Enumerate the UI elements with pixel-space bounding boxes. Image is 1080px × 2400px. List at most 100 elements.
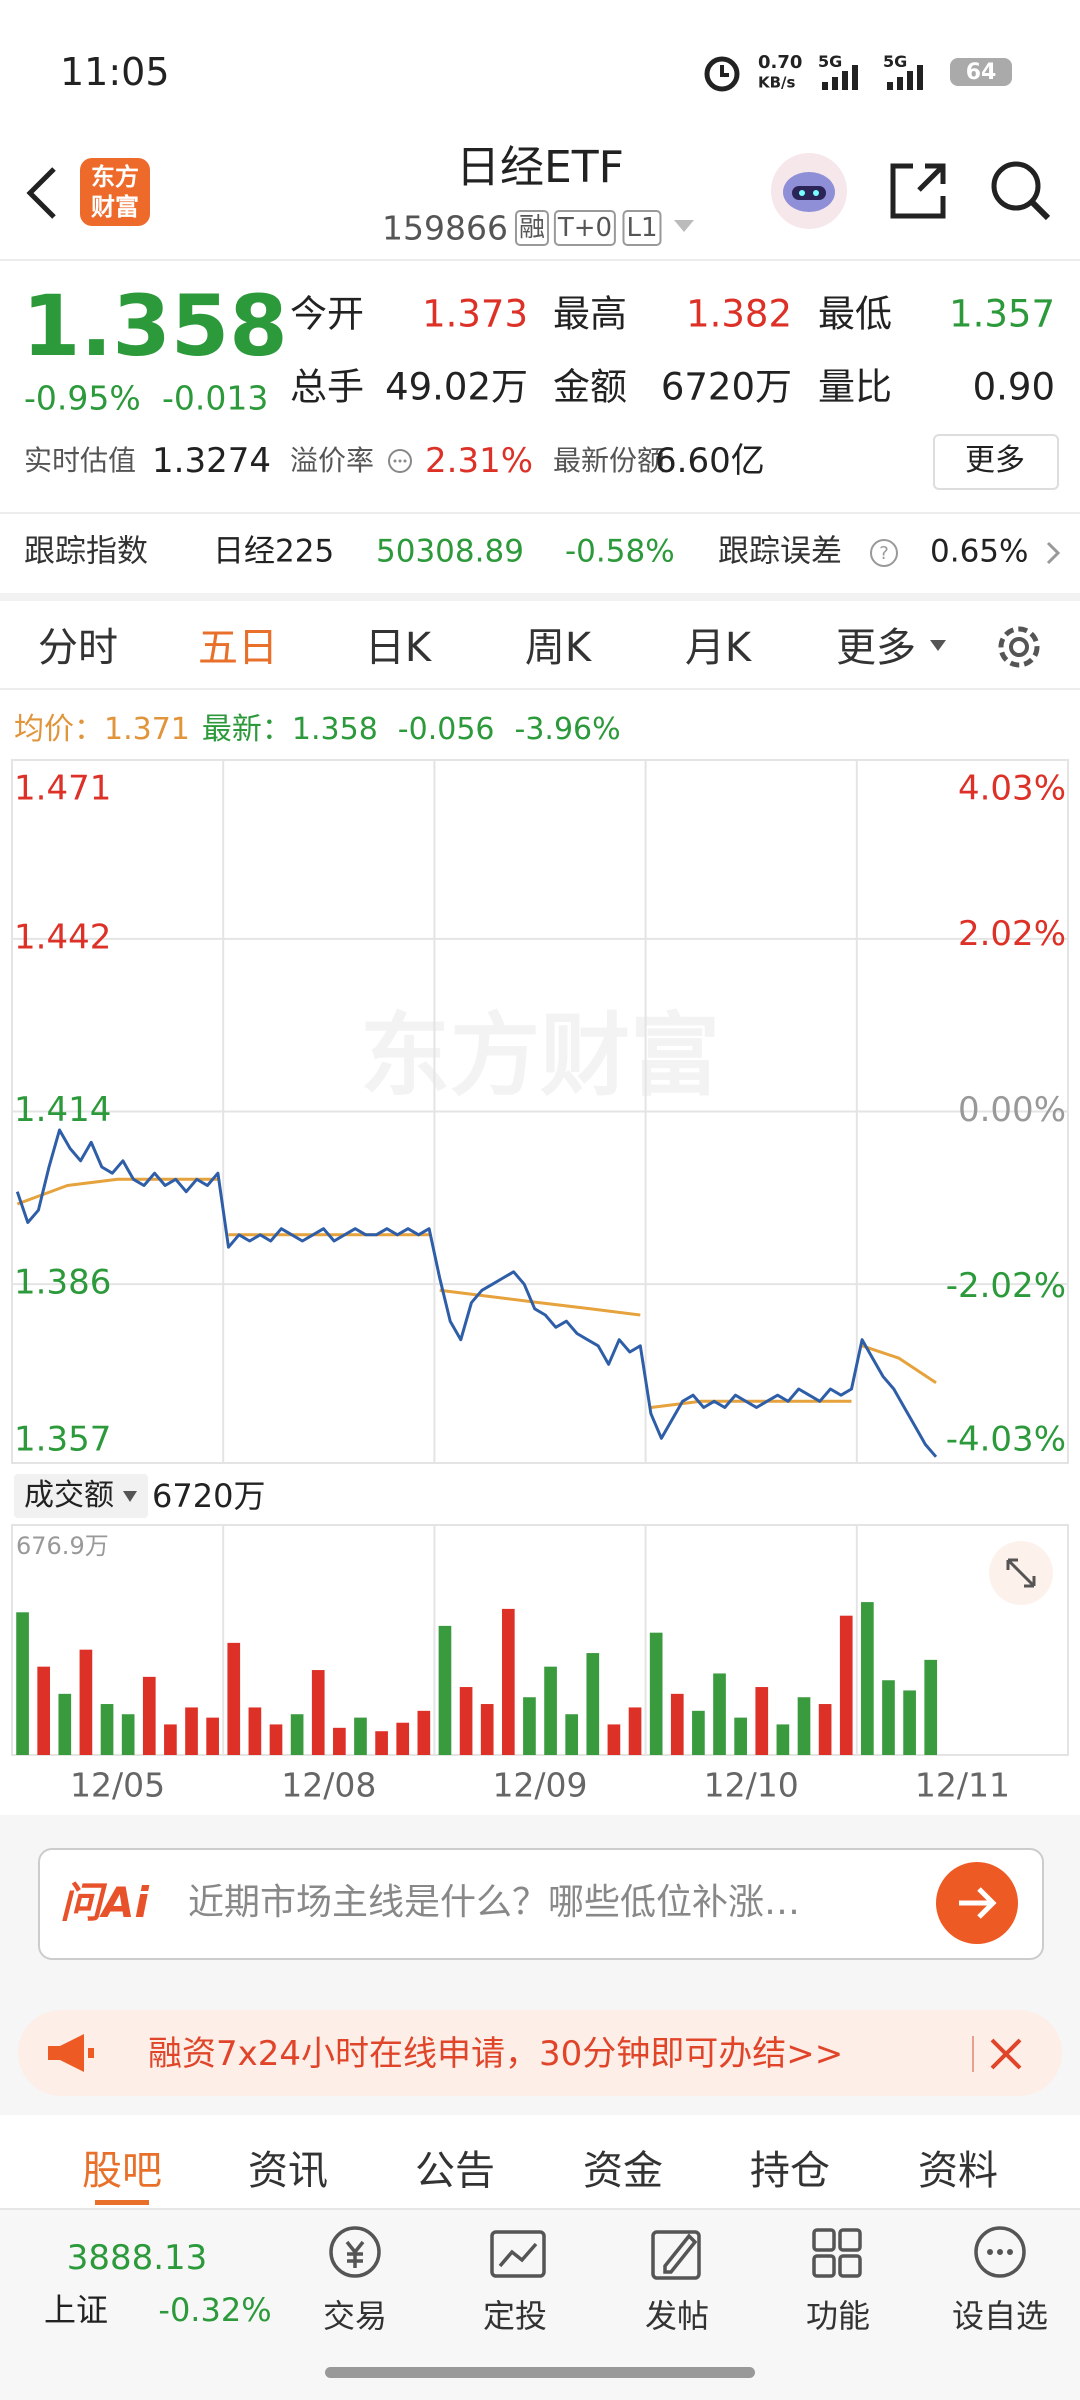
- legend-value: -0.056: [397, 712, 495, 747]
- back-button[interactable]: [22, 165, 62, 221]
- volume-bar: [58, 1693, 72, 1755]
- stat-value: 1.357: [949, 292, 1055, 336]
- stat-label: 量比: [818, 365, 892, 409]
- stat-value: 1.373: [422, 292, 528, 336]
- x-tick-label: 12/05: [70, 1766, 165, 1805]
- tracking-label: 跟踪指数: [24, 533, 148, 570]
- band: [0, 593, 1080, 601]
- shares-label: 最新份额: [553, 444, 666, 477]
- expand-button[interactable]: [988, 1540, 1054, 1606]
- sub-tab[interactable]: 资金: [583, 2148, 663, 2194]
- legend-value: 1.358: [291, 712, 378, 747]
- dropdown-arrow[interactable]: [928, 638, 948, 654]
- volume-bar: [861, 1602, 874, 1755]
- tag: T+0: [553, 210, 617, 246]
- info-icon[interactable]: [386, 447, 414, 475]
- sub-tab[interactable]: 资讯: [248, 2148, 328, 2194]
- battery: [950, 58, 1012, 86]
- chart-tab[interactable]: 周K: [524, 625, 592, 671]
- volume-selector[interactable]: [14, 1474, 148, 1518]
- y2-tick-label: 4.03%: [958, 769, 1066, 809]
- sub-tab[interactable]: 股吧: [82, 2148, 162, 2194]
- nav-item[interactable]: 定投: [482, 2297, 548, 2335]
- help-icon[interactable]: ?: [868, 537, 900, 569]
- volume-bar: [311, 1670, 325, 1755]
- volume-bar: [755, 1687, 769, 1755]
- alarm-icon: [704, 56, 740, 92]
- chart-tab[interactable]: 更多: [836, 625, 916, 671]
- chart-tab[interactable]: 日K: [364, 625, 432, 671]
- x-tick-label: 12/11: [915, 1766, 1010, 1805]
- promo-banner[interactable]: [18, 2010, 1062, 2096]
- shares: 6.60亿: [655, 441, 765, 481]
- battery-level: 64: [965, 60, 997, 85]
- signal-icon: [822, 65, 858, 90]
- stat-value: 6720万: [660, 365, 792, 409]
- sub-tab[interactable]: 公告: [415, 2148, 495, 2194]
- volume-total: 6720万: [152, 1477, 266, 1515]
- volume-bar: [924, 1659, 938, 1755]
- stat-value: 1.382: [686, 292, 792, 336]
- volume-bar: [882, 1680, 895, 1755]
- volume-label[interactable]: 成交额: [24, 1478, 114, 1513]
- nav-item[interactable]: 功能: [805, 2297, 871, 2335]
- net-unit: KB/s: [758, 73, 796, 92]
- more-text[interactable]: 更多: [965, 443, 1025, 478]
- promo-text[interactable]: 融资7x24小时在线申请，30分钟即可办结>>: [148, 2034, 844, 2074]
- volume-bar: [290, 1714, 304, 1755]
- volume-bar: [375, 1731, 388, 1755]
- assistant-avatar[interactable]: [768, 150, 850, 232]
- chevron[interactable]: [1044, 540, 1064, 566]
- stat-label: 今开: [290, 292, 364, 336]
- separator: [972, 2036, 974, 2072]
- sub-tab[interactable]: 持仓: [750, 2148, 830, 2194]
- nav-item[interactable]: 设自选: [951, 2297, 1049, 2335]
- ai-prompt[interactable]: 近期市场主线是什么？哪些低位补涨…: [188, 1882, 801, 1923]
- tracking-change: -0.58%: [565, 533, 675, 570]
- share-button[interactable]: [885, 158, 951, 224]
- volume-bar: [227, 1642, 241, 1755]
- volume-bar: [607, 1724, 621, 1755]
- search-button[interactable]: [988, 158, 1054, 224]
- y2-tick-label: -2.02%: [946, 1266, 1066, 1306]
- estimate: 1.3274: [152, 441, 271, 481]
- tracking-error: 0.65%: [930, 533, 1029, 570]
- change-pct: -0.95%: [24, 378, 141, 418]
- index-value[interactable]: 3888.13: [66, 2238, 208, 2278]
- nav-item[interactable]: 交易: [322, 2297, 388, 2335]
- chart-tab[interactable]: 五日: [198, 625, 278, 671]
- divider: [0, 259, 1080, 261]
- volume-bar: [903, 1690, 916, 1755]
- sub-tab[interactable]: 资料: [918, 2148, 998, 2194]
- settings-button[interactable]: [992, 620, 1046, 674]
- y2-tick-label: 0.00%: [958, 1090, 1066, 1130]
- volume-bar: [16, 1612, 29, 1755]
- volume-bar: [544, 1666, 557, 1755]
- divider: [0, 512, 1080, 514]
- volume-bar: [185, 1707, 198, 1755]
- y-tick-label: 1.357: [14, 1420, 111, 1460]
- y2-tick-label: 2.02%: [958, 914, 1066, 954]
- more-button[interactable]: [933, 434, 1059, 490]
- avg-line: [16, 1177, 218, 1206]
- ai-submit[interactable]: [935, 1861, 1019, 1945]
- ai-box[interactable]: [38, 1848, 1044, 1960]
- x-tick-label: 12/08: [281, 1766, 376, 1805]
- svg-text:?: ?: [879, 543, 889, 564]
- stat-label: 最高: [553, 292, 627, 336]
- tracking-index: 日经225: [213, 533, 335, 570]
- dropdown-arrow[interactable]: [122, 1490, 138, 1504]
- close-button[interactable]: [988, 2036, 1024, 2072]
- nav-item[interactable]: 发帖: [644, 2297, 710, 2335]
- dropdown-arrow[interactable]: [672, 218, 696, 236]
- volume-bar: [501, 1608, 515, 1755]
- last-price: 1.358: [22, 277, 288, 375]
- index-name[interactable]: 上证: [43, 2291, 109, 2329]
- tracking-value: 50308.89: [376, 533, 524, 570]
- legend-label: 均价：: [14, 712, 104, 747]
- chart-tab[interactable]: 分时: [38, 625, 118, 671]
- chart-tab[interactable]: 月K: [684, 625, 752, 671]
- index-change[interactable]: -0.32%: [158, 2291, 272, 2329]
- app-logo: [80, 158, 150, 226]
